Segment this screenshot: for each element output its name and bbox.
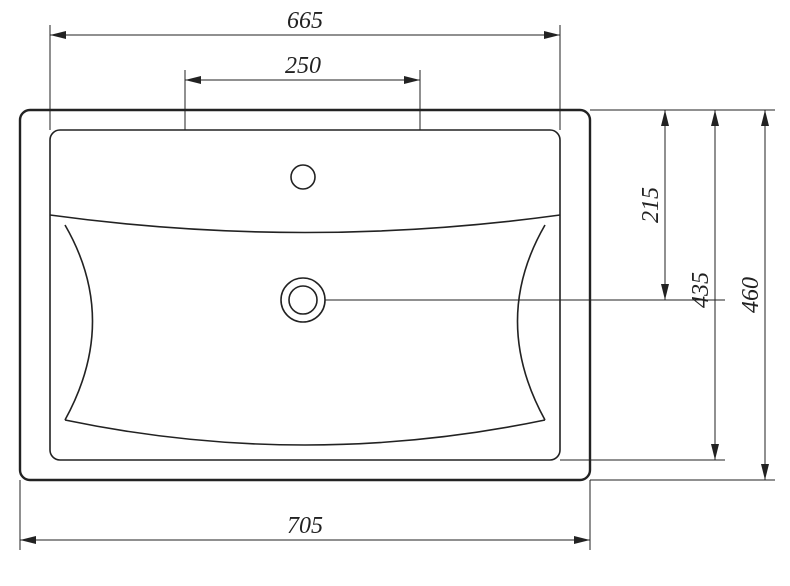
- drain-outer: [281, 278, 325, 322]
- sink-inner-rect: [50, 130, 560, 460]
- dim-665-label: 665: [287, 8, 323, 34]
- bowl-left-curve: [65, 225, 93, 420]
- bowl-bottom-curve: [65, 420, 545, 445]
- dim-215-label: 215: [638, 187, 664, 223]
- dim-215: 215: [638, 110, 669, 300]
- bowl-right-curve: [518, 225, 546, 420]
- faucet-hole: [291, 165, 315, 189]
- dim-250: 250: [185, 53, 420, 84]
- dim-460-label: 460: [738, 277, 764, 313]
- dim-705: 705: [20, 513, 590, 544]
- dim-705-label: 705: [287, 513, 323, 539]
- dim-460: 460: [738, 110, 769, 480]
- dim-435-label: 435: [688, 272, 714, 308]
- dim-665: 665: [50, 8, 560, 39]
- drawing-canvas: 665 250 705 215 435: [0, 0, 790, 586]
- dim-250-label: 250: [285, 53, 321, 79]
- shelf-curve: [50, 215, 560, 233]
- dim-435: 435: [688, 110, 719, 460]
- drain-inner: [289, 286, 317, 314]
